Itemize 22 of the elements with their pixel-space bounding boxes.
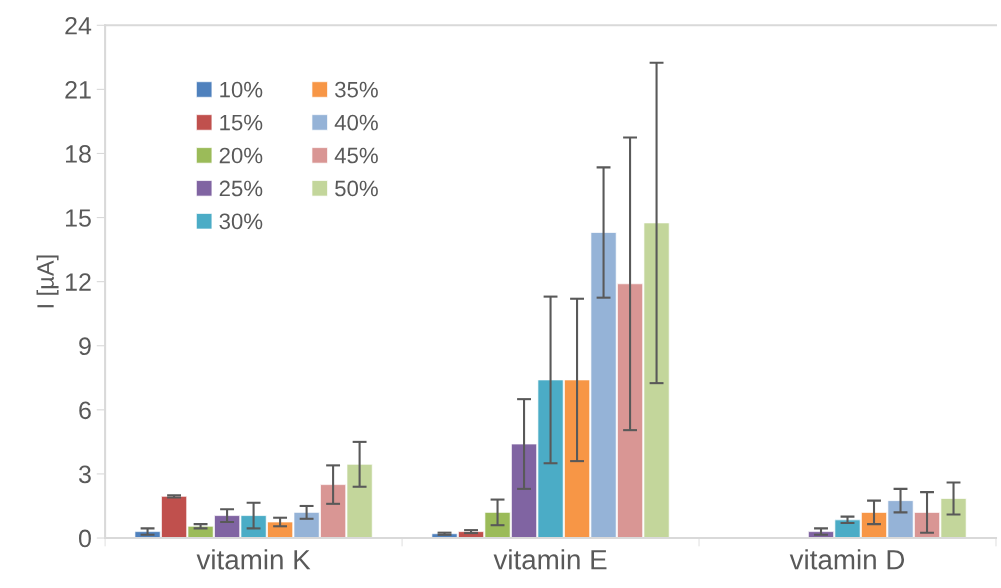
legend-label: 35% [335,81,378,98]
legend-label: 45% [334,147,378,164]
y-tick-label: 24 [65,16,92,35]
x-tick-label: vitamin D [789,549,905,570]
y-tick-label: 18 [66,145,91,163]
legend-label: 50% [335,180,378,197]
y-tick-label: 21 [65,80,91,99]
y-tick-label: 3 [78,465,91,484]
x-tick-label: vitamin K [196,549,311,570]
legend-label: 30% [219,213,263,230]
y-tick-label: 15 [66,209,91,227]
y-axis-title: I [µA] [36,255,59,308]
legend-label: 15% [220,114,263,131]
x-tick-label: vitamin E [493,549,607,570]
legend-label: 25% [219,180,263,197]
y-tick-label: 9 [79,337,91,356]
legend-label: 20% [219,147,263,164]
y-tick-label: 6 [79,401,91,420]
y-tick-label: 0 [78,529,91,548]
y-tick-label: 12 [66,273,91,291]
legend-label: 10% [220,81,263,98]
legend-label: 40% [334,114,378,131]
